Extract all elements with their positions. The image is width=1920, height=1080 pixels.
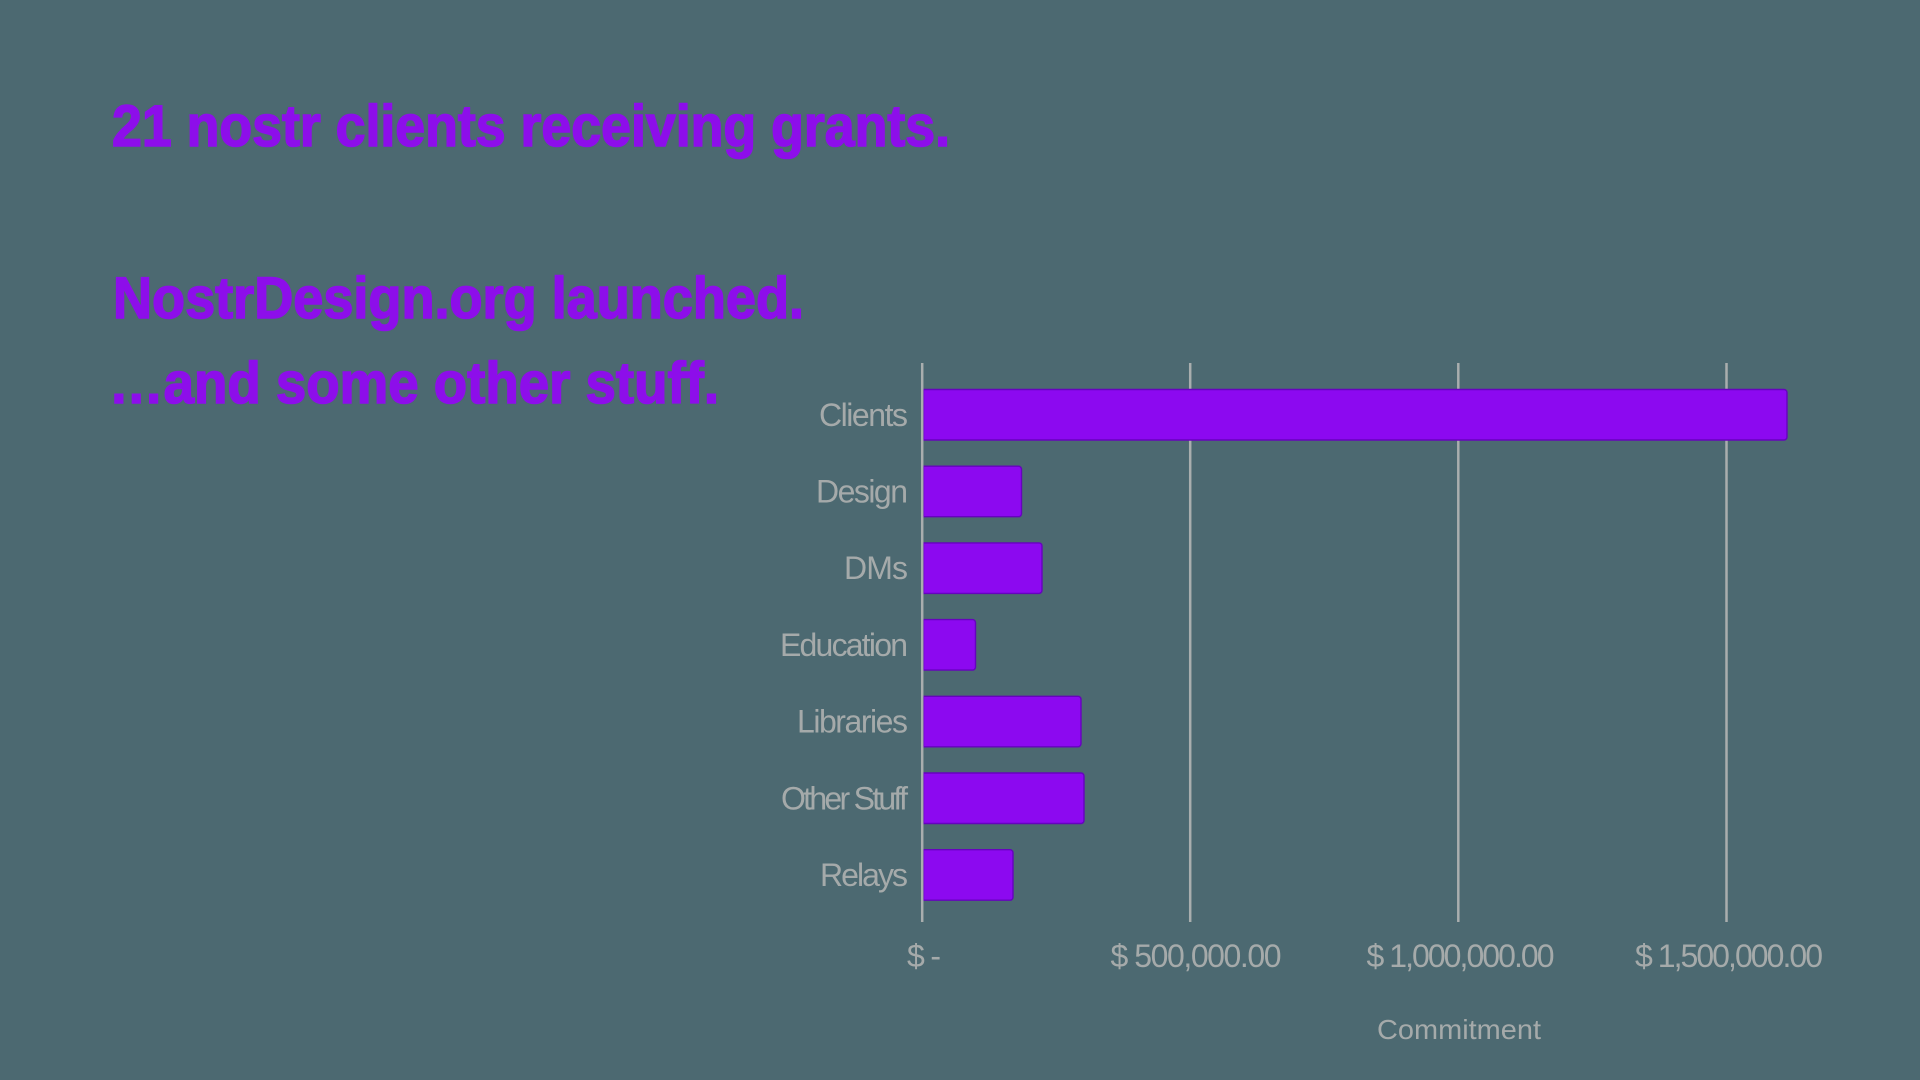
svg-text:$ 1,500,000.00: $ 1,500,000.00 bbox=[1635, 938, 1823, 974]
svg-text:Commitment: Commitment bbox=[1377, 1014, 1541, 1045]
svg-text:$ -: $ - bbox=[907, 938, 941, 974]
svg-text:NostrDesign.org launched.: NostrDesign.org launched. bbox=[113, 266, 804, 331]
svg-text:…and some other stuff.: …and some other stuff. bbox=[109, 351, 719, 416]
svg-text:Other Stuff: Other Stuff bbox=[781, 780, 908, 816]
svg-text:Libraries: Libraries bbox=[797, 704, 908, 740]
svg-text:Design: Design bbox=[816, 474, 908, 510]
svg-text:DMs: DMs bbox=[844, 550, 908, 586]
svg-text:$ 1,000,000.00: $ 1,000,000.00 bbox=[1367, 938, 1555, 974]
svg-text:Relays: Relays bbox=[820, 857, 908, 893]
svg-text:Education: Education bbox=[780, 627, 908, 663]
svg-text:21 nostr clients receiving gra: 21 nostr clients receiving grants. bbox=[112, 94, 950, 159]
svg-text:$ 500,000.00: $ 500,000.00 bbox=[1111, 938, 1282, 974]
svg-text:Clients: Clients bbox=[819, 397, 908, 433]
